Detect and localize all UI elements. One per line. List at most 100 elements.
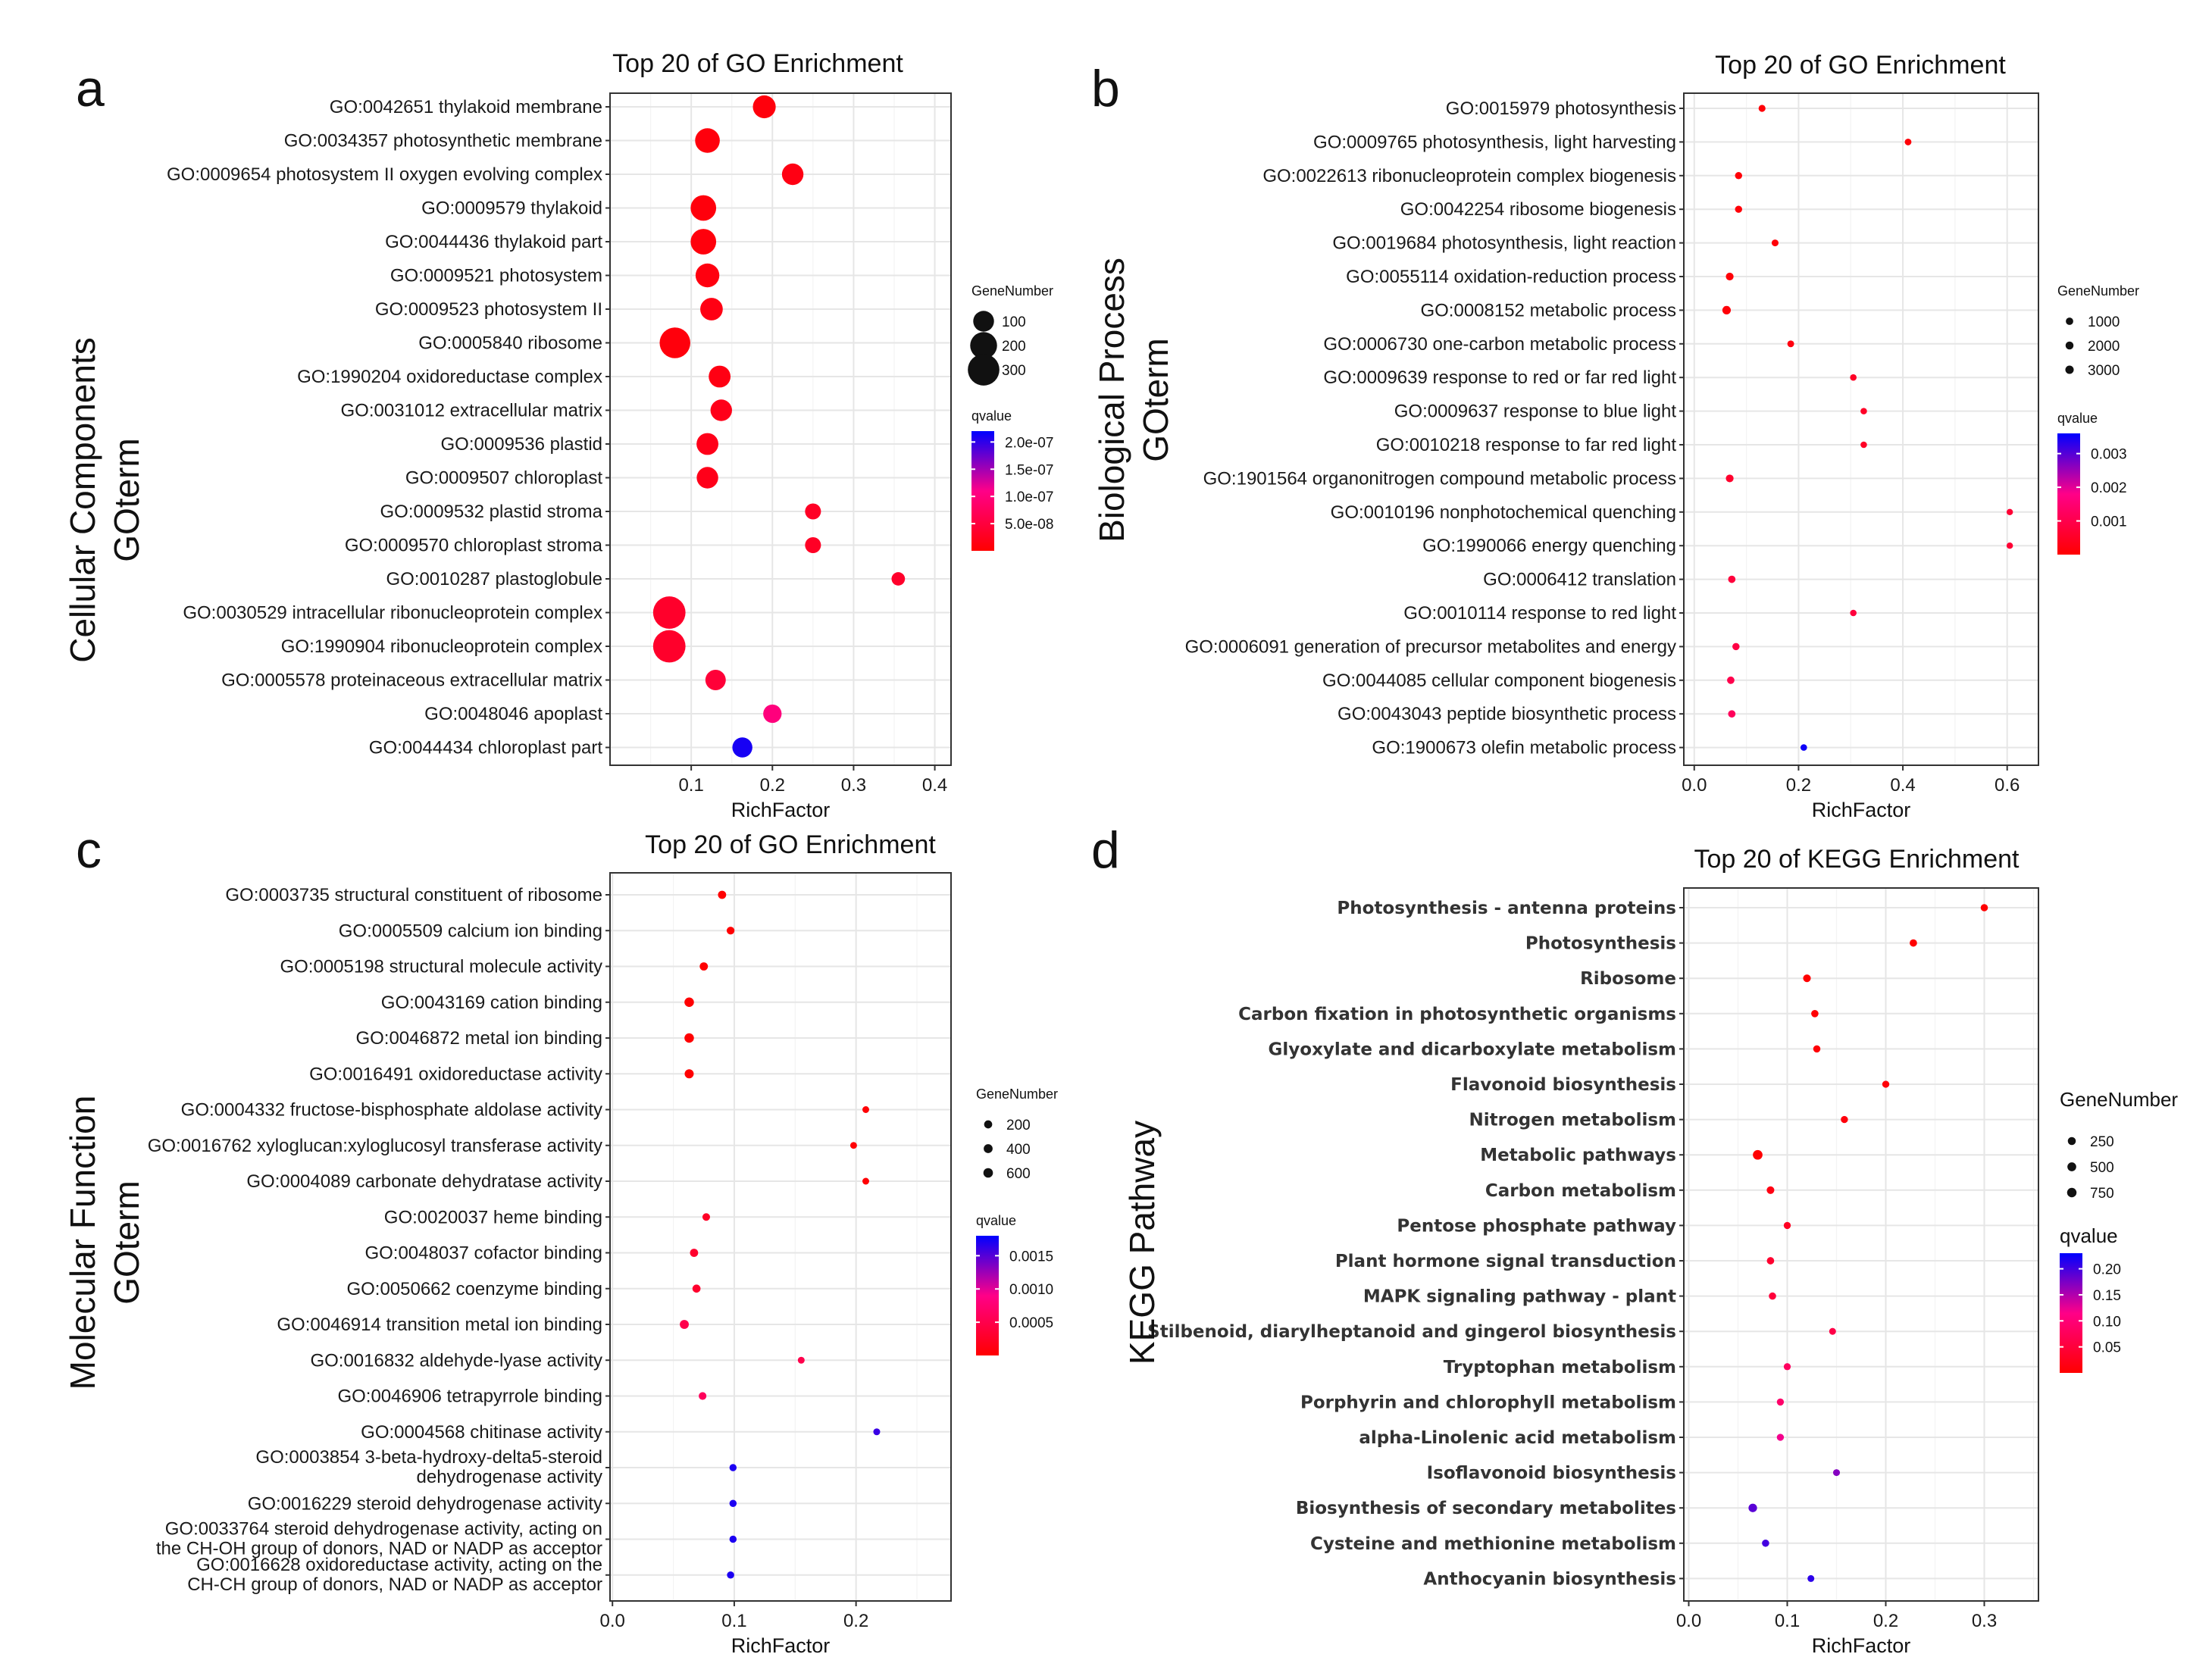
x-axis-label: RichFactor [731,799,831,821]
y-axis-label: GOterm [1136,338,1175,462]
chart-title: Top 20 of GO Enrichment [645,830,936,859]
panel-letter: a [76,60,105,117]
size-legend-label: 2000 [2088,339,2120,355]
category-label: GO:0005578 proteinaceous extracellular m… [221,671,602,691]
color-legend-label: 0.002 [2091,480,2127,496]
x-axis-label: RichFactor [731,1634,831,1657]
size-legend-label: 200 [1002,339,1026,355]
plot-frame [609,92,952,766]
category-label: GO:1990904 ribonucleoprotein complex [281,636,602,657]
size-legend-title: GeneNumber [2060,1088,2178,1111]
x-tick-label: 0.0 [1676,1611,1701,1631]
data-point [862,1177,869,1185]
color-legend-label: 0.001 [2091,514,2127,530]
category-label: GO:0019684 photosynthesis, light reactio… [1332,233,1676,254]
category-label: GO:0005840 ribosome [418,333,602,354]
x-tick-label: 0.2 [843,1611,868,1631]
category-label: GO:0048037 cofactor binding [364,1243,602,1264]
data-point [1850,609,1857,617]
data-point [763,704,782,724]
x-tick-label: 0.1 [721,1611,746,1631]
category-label: Stilbenoid, diarylheptanoid and gingerol… [1147,1322,1676,1342]
category-label: Glyoxylate and dicarboxylate metabolism [1269,1040,1676,1059]
color-legend-bar [971,431,994,551]
color-legend-label: 1.0e-07 [1005,489,1053,505]
category-label: Photosynthesis [1525,934,1676,954]
category-label: Porphyrin and chlorophyll metabolism [1300,1393,1676,1412]
size-legend-key [2065,341,2074,350]
color-legend-label: 0.0015 [1009,1249,1053,1265]
color-legend-label: 2.0e-07 [1005,435,1053,451]
chart-title: Top 20 of GO Enrichment [1715,51,2006,80]
data-point [1980,904,1988,911]
data-point [729,1464,737,1471]
category-label: Isoflavonoid biosynthesis [1427,1464,1676,1484]
data-point [2006,508,2013,516]
data-point [684,997,694,1008]
x-tick-label: 0.0 [600,1611,625,1631]
data-point [1766,1257,1775,1265]
data-point [700,298,723,320]
category-label: GO:0009579 thylakoid [421,199,602,219]
category-label: Carbon metabolism [1485,1181,1676,1201]
category-label: GO:0010196 nonphotochemical quenching [1331,502,1676,523]
x-tick-label: 0.4 [922,775,947,796]
data-point [1787,340,1794,348]
category-label: GO:0016832 aldehyde-lyase activity [310,1350,602,1371]
data-point [862,1106,869,1113]
category-label: GO:0033764 steroid dehydrogenase activit… [165,1519,602,1540]
data-point [1783,1221,1791,1230]
plot-area [610,93,951,765]
panel-a: a Top 20 of GO Enrichment GO:0042651 thyla… [63,49,1053,821]
data-point [1860,441,1867,449]
size-legend-label: 200 [1006,1118,1031,1133]
size-legend-key [973,311,994,332]
x-tick-label: 0.4 [1890,775,1915,796]
category-label: GO:0009523 photosystem II [375,299,602,320]
color-legend-label: 0.10 [2093,1314,2121,1330]
x-tick-label: 0.3 [841,775,866,796]
data-point [1722,305,1732,314]
chart-title: Top 20 of KEGG Enrichment [1694,845,2020,874]
category-label: GO:0044436 thylakoid part [385,232,602,252]
data-point [1762,1540,1769,1547]
category-label: GO:0009654 photosystem II oxygen evolvin… [167,164,602,185]
category-label: GO:0009521 photosystem [390,266,602,286]
size-legend-key [2066,317,2073,325]
size-legend-title: GeneNumber [971,283,1053,299]
category-label: GO:0006730 one-carbon metabolic process [1323,334,1676,355]
data-point [699,962,709,971]
data-point [1850,374,1857,381]
color-legend-label: 0.0010 [1009,1282,1053,1298]
category-label: GO:0044085 cellular component biogenesis [1322,671,1676,691]
color-legend-label: 0.003 [2091,447,2127,463]
y-axis-label: GOterm [107,438,146,562]
category-label: GO:0003735 structural constituent of rib… [225,885,602,905]
data-point [702,1213,710,1221]
category-label: Ribosome [1580,969,1676,989]
x-tick-label: 0.2 [760,775,785,796]
y-axis-label: KEGG Pathway [1122,1121,1162,1365]
data-point [1829,1327,1836,1335]
data-point [692,1284,701,1293]
category-label: Biosynthesis of secondary metabolites [1296,1499,1676,1518]
data-point [710,399,732,421]
category-label: Carbon fixation in photosynthetic organi… [1238,1005,1676,1024]
data-point [726,927,735,935]
data-point [1728,710,1736,718]
size-legend-key [970,332,997,359]
category-label: GO:0016229 steroid dehydrogenase activit… [248,1493,602,1514]
plot-frame [1683,887,2039,1602]
category-label: GO:0043043 peptide biosynthetic process [1338,704,1676,724]
category-label: GO:0034357 photosynthetic membrane [284,131,602,152]
color-legend-bar [2057,433,2080,555]
category-label: GO:0009570 chloroplast stroma [345,536,603,556]
category-label: the CH-OH group of donors, NAD or NADP a… [156,1539,602,1559]
category-label: GO:0009637 response to blue light [1394,402,1677,422]
data-point [1904,138,1912,145]
color-legend-title: qvalue [2060,1224,2118,1247]
data-point [727,1571,734,1579]
data-point [695,263,720,288]
data-point [729,1499,737,1507]
